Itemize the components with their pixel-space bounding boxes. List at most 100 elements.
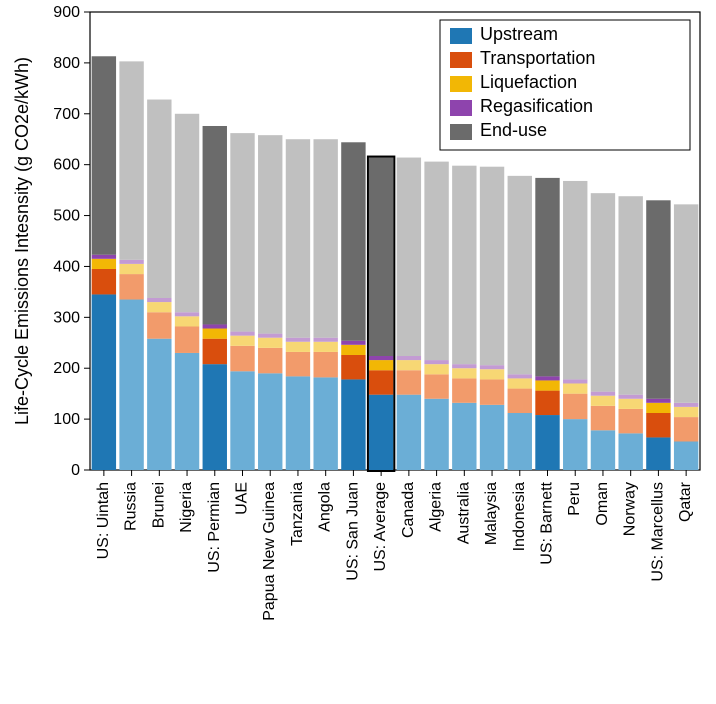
bar-liquefaction bbox=[286, 342, 310, 352]
bar-regasification bbox=[397, 356, 421, 360]
bar-liquefaction bbox=[397, 360, 421, 370]
bar-upstream bbox=[369, 395, 393, 470]
bar-liquefaction bbox=[119, 264, 143, 274]
bar-upstream bbox=[119, 300, 143, 470]
y-tick-label: 300 bbox=[53, 309, 80, 326]
bar-regasification bbox=[452, 364, 476, 368]
legend-label: End-use bbox=[480, 120, 547, 140]
bar-upstream bbox=[92, 294, 116, 470]
bar-regasification bbox=[646, 399, 670, 403]
bar-transportation bbox=[230, 346, 254, 371]
bar-liquefaction bbox=[203, 329, 227, 339]
y-tick-label: 200 bbox=[53, 360, 80, 377]
legend-swatch bbox=[450, 124, 472, 140]
chart-svg: 0100200300400500600700800900Life-Cycle E… bbox=[0, 0, 716, 704]
y-tick-label: 0 bbox=[71, 462, 80, 479]
bar-liquefaction bbox=[147, 302, 171, 312]
bar-upstream bbox=[618, 433, 642, 470]
bar-transportation bbox=[480, 379, 504, 404]
bar-regasification bbox=[147, 298, 171, 302]
bar-regasification bbox=[313, 338, 337, 342]
bar-transportation bbox=[508, 389, 532, 413]
bar-enduse bbox=[286, 139, 310, 337]
bar-enduse bbox=[92, 56, 116, 254]
bar-liquefaction bbox=[674, 407, 698, 417]
bar-regasification bbox=[203, 324, 227, 328]
x-tick-label: Qatar bbox=[677, 481, 694, 522]
x-tick-label: Brunei bbox=[150, 482, 167, 528]
bar-enduse bbox=[618, 196, 642, 394]
bar-upstream bbox=[175, 353, 199, 470]
bar-transportation bbox=[313, 352, 337, 377]
bar-enduse bbox=[119, 61, 143, 259]
bar-regasification bbox=[535, 376, 559, 380]
bar-enduse bbox=[591, 193, 615, 391]
bar-enduse bbox=[313, 139, 337, 337]
y-axis-label: Life-Cycle Emissions Intesnsity (g CO2e/… bbox=[12, 57, 32, 425]
bar-upstream bbox=[646, 437, 670, 470]
legend-swatch bbox=[450, 52, 472, 68]
bar-enduse bbox=[508, 176, 532, 374]
bar-regasification bbox=[119, 260, 143, 264]
x-tick-label: Oman bbox=[594, 482, 611, 526]
bar-transportation bbox=[175, 326, 199, 352]
bar-liquefaction bbox=[591, 396, 615, 406]
y-tick-label: 700 bbox=[53, 106, 80, 123]
bar-liquefaction bbox=[369, 360, 393, 370]
bar-transportation bbox=[119, 274, 143, 299]
bar-liquefaction bbox=[563, 383, 587, 393]
bar-upstream bbox=[203, 364, 227, 470]
bar-transportation bbox=[147, 312, 171, 338]
x-tick-label: Malaysia bbox=[483, 482, 500, 545]
bar-transportation bbox=[535, 391, 559, 415]
x-tick-label: Angola bbox=[317, 482, 334, 532]
x-tick-label: Norway bbox=[622, 482, 639, 536]
x-tick-label: Algeria bbox=[428, 482, 445, 532]
bar-enduse bbox=[369, 158, 393, 356]
bar-regasification bbox=[618, 395, 642, 399]
bar-liquefaction bbox=[424, 364, 448, 374]
bar-liquefaction bbox=[92, 259, 116, 269]
y-tick-label: 400 bbox=[53, 258, 80, 275]
bar-regasification bbox=[175, 312, 199, 316]
bar-regasification bbox=[92, 255, 116, 259]
bar-upstream bbox=[508, 413, 532, 470]
bar-regasification bbox=[258, 334, 282, 338]
bar-regasification bbox=[424, 360, 448, 364]
legend-swatch bbox=[450, 100, 472, 116]
bar-regasification bbox=[563, 379, 587, 383]
x-tick-label: Canada bbox=[400, 482, 417, 538]
bar-upstream bbox=[452, 403, 476, 470]
bar-regasification bbox=[480, 365, 504, 369]
y-tick-label: 100 bbox=[53, 411, 80, 428]
x-tick-label: UAE bbox=[234, 482, 251, 515]
x-tick-label: Peru bbox=[566, 482, 583, 516]
bar-enduse bbox=[674, 204, 698, 402]
bar-liquefaction bbox=[341, 345, 365, 355]
bar-enduse bbox=[563, 181, 587, 379]
bar-transportation bbox=[646, 413, 670, 437]
bar-enduse bbox=[397, 158, 421, 356]
legend-swatch bbox=[450, 28, 472, 44]
bar-upstream bbox=[591, 430, 615, 470]
bar-upstream bbox=[147, 339, 171, 470]
bar-upstream bbox=[563, 419, 587, 470]
bar-regasification bbox=[286, 338, 310, 342]
bar-liquefaction bbox=[258, 338, 282, 348]
x-tick-label: Russia bbox=[123, 482, 140, 531]
bar-liquefaction bbox=[230, 336, 254, 346]
x-tick-label: Tanzania bbox=[289, 482, 306, 546]
bar-transportation bbox=[563, 394, 587, 419]
x-tick-label: US: Barnett bbox=[539, 481, 556, 564]
bar-transportation bbox=[452, 378, 476, 402]
bar-liquefaction bbox=[508, 378, 532, 388]
bar-regasification bbox=[591, 392, 615, 396]
bar-transportation bbox=[618, 409, 642, 433]
emissions-chart: 0100200300400500600700800900Life-Cycle E… bbox=[0, 0, 716, 704]
bar-upstream bbox=[424, 399, 448, 470]
bar-regasification bbox=[369, 356, 393, 360]
x-tick-label: US: Average bbox=[372, 482, 389, 572]
legend-label: Upstream bbox=[480, 24, 558, 44]
bar-enduse bbox=[175, 114, 199, 312]
bar-upstream bbox=[230, 371, 254, 470]
